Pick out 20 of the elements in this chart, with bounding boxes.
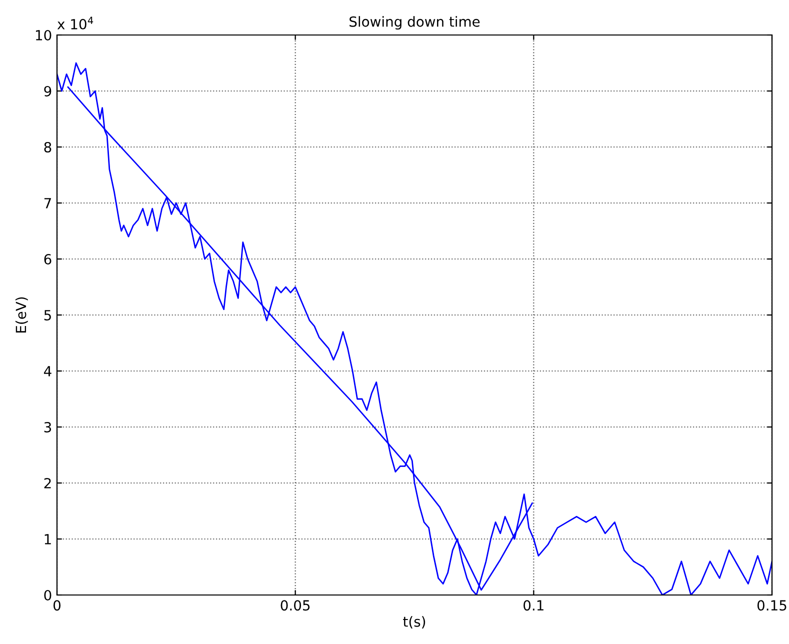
text: x 10$^{4}$ [57,16,94,30]
y-tick-label: 1 [44,534,51,544]
y-tick-label: 3 [44,422,52,432]
line-series [67,86,533,591]
y-tick-label: 0 [44,590,52,600]
y-tick-label: 7 [44,198,51,208]
y-tick-label: 2 [44,478,51,488]
x-tick-label: 0.05 [280,600,310,611]
y-tick-label: 4 [44,366,52,376]
x-axis-title: t(s) [403,616,426,628]
chart-title: Slowing down time [350,16,480,30]
x-tick-label: 0.15 [757,600,786,611]
y-tick-label: 10 [36,30,52,40]
y-axis-title: E(eV) [15,297,28,332]
y-tick-label: 5 [44,310,51,320]
x-tick-label: 0.1 [524,600,544,611]
x-tick-label: 0 [53,600,60,611]
y-tick-label: 8 [44,142,52,152]
y-tick-label: 9 [44,86,52,96]
y-tick-label: 6 [44,254,52,264]
